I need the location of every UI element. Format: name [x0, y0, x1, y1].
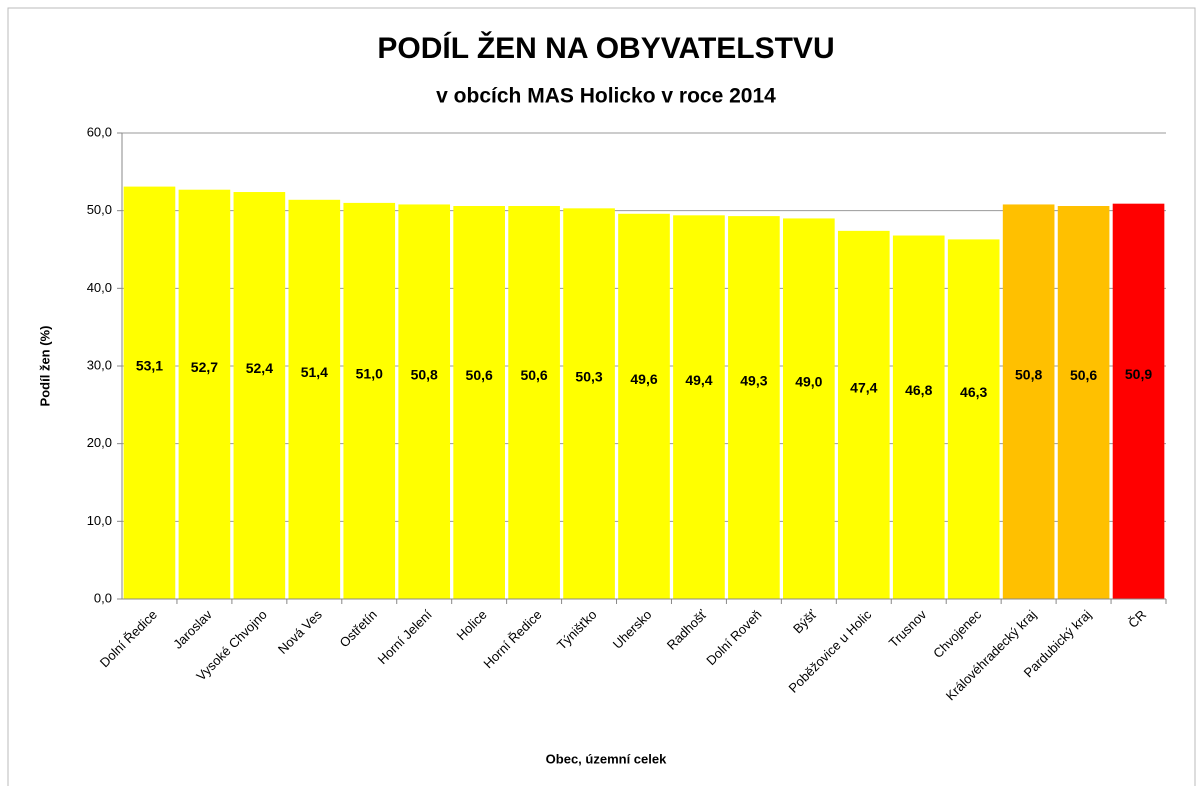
chart-subtitle: v obcích MAS Holicko v roce 2014 — [436, 85, 776, 108]
bar — [123, 186, 176, 599]
y-tick-label: 50,0 — [87, 202, 112, 217]
x-axis-title: Obec, územní celek — [546, 751, 667, 766]
y-tick-label: 20,0 — [87, 435, 112, 450]
data-label: 49,4 — [685, 372, 712, 388]
data-label: 53,1 — [136, 357, 163, 373]
data-label: 52,4 — [246, 360, 273, 376]
bar — [233, 192, 286, 599]
bar — [343, 202, 396, 599]
data-label: 49,6 — [630, 371, 657, 387]
data-label: 47,4 — [850, 380, 877, 396]
bar — [673, 215, 725, 599]
data-label: 50,9 — [1125, 366, 1152, 382]
bar — [178, 189, 231, 600]
bar — [947, 239, 1000, 600]
data-label: 50,3 — [575, 368, 602, 384]
bar — [1112, 203, 1165, 599]
data-label: 51,0 — [356, 366, 383, 382]
y-tick-label: 0,0 — [94, 590, 112, 605]
y-axis-title: Podíl žen (%) — [37, 326, 52, 407]
y-tick-label: 60,0 — [87, 124, 112, 139]
bar — [892, 235, 945, 599]
data-label: 52,7 — [191, 359, 218, 375]
bar — [288, 199, 341, 599]
bar — [783, 218, 835, 599]
data-label: 50,8 — [411, 366, 438, 382]
data-label: 50,6 — [466, 367, 493, 383]
y-tick-label: 40,0 — [87, 280, 112, 295]
data-label: 49,0 — [795, 373, 822, 389]
bar — [398, 204, 451, 599]
bar — [728, 216, 780, 599]
data-label: 49,3 — [740, 372, 767, 388]
y-tick-label: 30,0 — [87, 357, 112, 372]
data-label: 51,4 — [301, 364, 328, 380]
bar — [508, 206, 560, 600]
bar — [1057, 206, 1110, 600]
bar — [1002, 204, 1055, 599]
data-label: 46,3 — [960, 384, 987, 400]
chart-title: PODÍL ŽEN NA OBYVATELSTVU — [377, 31, 834, 65]
data-label: 50,6 — [520, 367, 547, 383]
bar — [837, 230, 890, 600]
bar — [563, 208, 615, 599]
y-tick-label: 10,0 — [87, 513, 112, 528]
bar — [453, 206, 505, 600]
data-label: 46,8 — [905, 382, 932, 398]
data-label: 50,8 — [1015, 366, 1042, 382]
data-label: 50,6 — [1070, 367, 1097, 383]
bar — [618, 213, 670, 600]
